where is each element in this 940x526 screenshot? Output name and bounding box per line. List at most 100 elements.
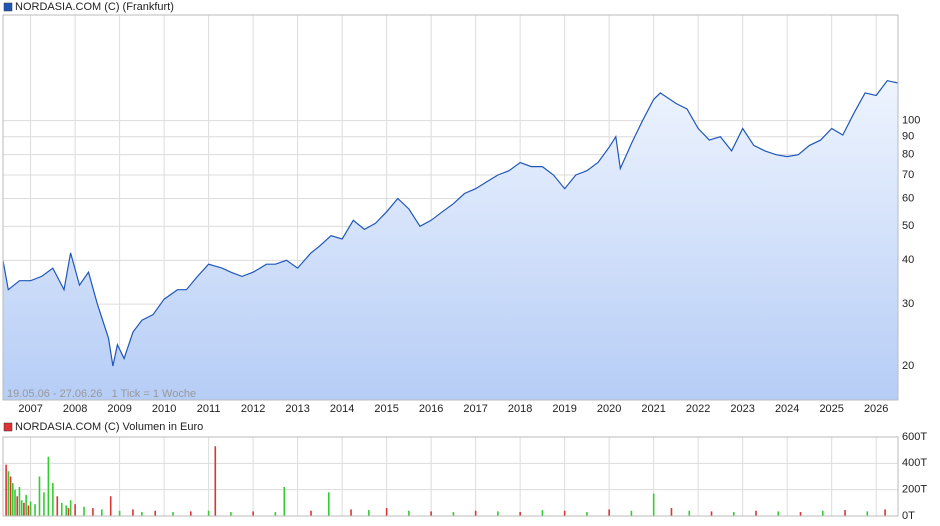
x-tick-label: 2010 <box>152 403 176 415</box>
volume-panel: 0T 200T 400T 600T <box>2 431 927 522</box>
x-tick-label: 2019 <box>552 403 576 415</box>
volume-bar <box>283 487 286 516</box>
y-tick-label: 20 <box>902 360 914 372</box>
volume-bar <box>14 489 16 516</box>
plot-frame <box>2 436 899 517</box>
volume-bar <box>252 511 254 516</box>
annotation: 19.05.06 - 27.06.26 1 Tick = 1 Woche <box>7 388 196 400</box>
volume-bar <box>74 504 76 516</box>
x-tick-label: 2026 <box>864 403 888 415</box>
volume-bar <box>60 502 63 516</box>
volume-bar <box>20 500 23 516</box>
volume-bar <box>27 505 30 516</box>
volume-bar <box>821 510 824 516</box>
price-panel: 20 30 40 50 60 70 80 90 100 2007 2008 2009 2010 2011 2… <box>2 14 920 415</box>
y-tick-label: 90 <box>902 131 914 143</box>
volume-bar <box>230 512 232 516</box>
volume-bar <box>799 512 802 516</box>
y-tick-label: 60 <box>902 192 914 204</box>
volume-bar <box>190 511 192 516</box>
volume-bar <box>608 509 610 516</box>
plot-background <box>3 437 898 516</box>
volume-bar <box>430 511 432 516</box>
volume-bar <box>670 508 673 516</box>
x-tick-label: 2024 <box>775 403 799 415</box>
y-tick-label: 40 <box>902 254 914 266</box>
volume-bar <box>214 446 217 516</box>
x-tick-label: 2015 <box>374 403 398 415</box>
volume-bar <box>563 510 566 516</box>
volume-bar <box>652 493 655 516</box>
y-tick-label: 50 <box>902 220 914 232</box>
x-tick-label: 2016 <box>419 403 443 415</box>
x-tick-label: 2007 <box>18 403 42 415</box>
volume-bar <box>109 496 112 516</box>
volume-bar <box>18 487 21 516</box>
volume-bar <box>844 510 846 516</box>
volume-bar <box>141 512 143 516</box>
volume-bar <box>67 508 70 516</box>
volume-bar <box>884 509 886 516</box>
volume-bar <box>118 510 121 516</box>
volume-bar <box>43 492 45 516</box>
volume-bar <box>732 512 735 516</box>
y-tick-label: 30 <box>902 298 914 310</box>
x-tick-label: 2013 <box>285 403 309 415</box>
volume-bar <box>69 500 72 516</box>
volume-bar <box>34 504 36 516</box>
x-tick-label: 2021 <box>641 403 665 415</box>
x-tick-label: 2014 <box>330 403 354 415</box>
volume-bar <box>385 508 388 516</box>
x-tick-label: 2012 <box>241 403 265 415</box>
volume-bar <box>83 506 85 516</box>
volume-bar <box>866 511 869 516</box>
volume-bar <box>310 510 312 516</box>
volume-bar <box>452 512 455 516</box>
x-tick-label: 2009 <box>107 403 131 415</box>
y-tick-label: 200T <box>902 484 927 496</box>
volume-bar <box>519 512 521 516</box>
volume-bar <box>56 496 59 516</box>
volume-bar <box>29 501 32 516</box>
volume-bar <box>497 511 499 516</box>
volume-bar <box>92 508 94 516</box>
volume-bar <box>101 509 103 516</box>
y-tick-label: 100 <box>902 115 920 127</box>
price-line <box>2 80 899 367</box>
volume-bar <box>5 464 7 516</box>
volume-bar <box>47 456 50 516</box>
chart-title: NORDASIA.COM (C) (Frankfurt) <box>15 1 174 13</box>
x-tick-label: 2025 <box>819 403 843 415</box>
x-tick-label: 2023 <box>730 403 754 415</box>
volume-bar <box>474 510 477 516</box>
volume-bar <box>38 476 41 516</box>
x-tick-label: 2018 <box>508 403 532 415</box>
volume-bar <box>541 510 544 516</box>
y-tick-label: 80 <box>902 149 914 161</box>
x-tick-label: 2020 <box>597 403 621 415</box>
x-tick-label: 2017 <box>463 403 487 415</box>
plot-frame <box>2 14 899 401</box>
chart-title: NORDASIA.COM (C) Volumen in Euro <box>15 421 203 433</box>
legend-swatch <box>3 2 13 12</box>
volume-bar <box>7 471 10 516</box>
area-fill <box>3 80 898 400</box>
x-tick-label: 2022 <box>686 403 710 415</box>
volume-bar <box>755 510 757 516</box>
volume-bar <box>25 494 27 516</box>
volume-bar <box>23 502 25 516</box>
volume-bar <box>65 505 67 516</box>
volume-bar <box>16 496 19 516</box>
volume-bar <box>630 510 633 516</box>
y-tick-label: 70 <box>902 169 914 181</box>
volume-bar <box>586 512 588 516</box>
volume-bar <box>688 510 691 516</box>
volume-bar <box>207 510 210 516</box>
y-tick-label: 600T <box>902 431 927 443</box>
volume-bar <box>274 512 277 516</box>
volume-bar <box>350 509 352 516</box>
volume-bar <box>154 510 157 516</box>
volume-bar <box>9 476 12 516</box>
y-tick-label: 0T <box>902 510 915 522</box>
